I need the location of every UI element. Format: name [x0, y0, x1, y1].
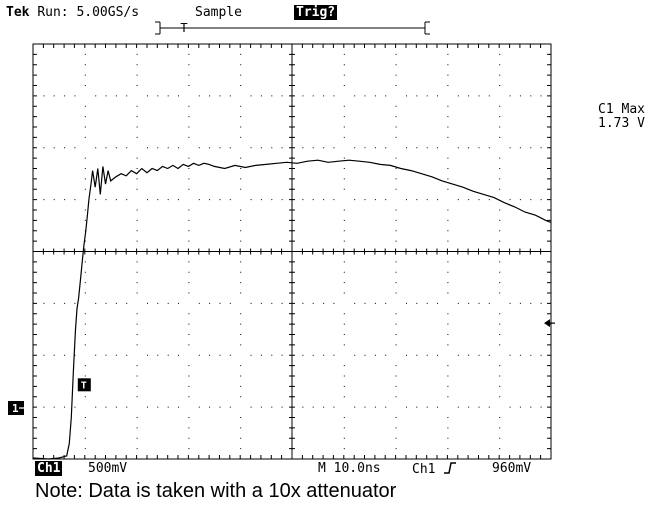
note-text: Note: Data is taken with a 10x attenuato… — [35, 480, 397, 502]
trigger-level-arrow-icon — [544, 319, 555, 328]
timebase-readout: M 10.0ns — [318, 461, 381, 476]
trigger-level-readout: 960mV — [492, 461, 532, 476]
record-position-bar: T — [155, 21, 430, 35]
trigger-status-badge: Trig? — [294, 5, 338, 20]
brand-label: Tek — [6, 5, 30, 20]
waveform-trace — [32, 159, 552, 460]
channel-ground-marker: 1 — [8, 401, 29, 415]
measurement-readout: C1 Max 1.73 V — [575, 103, 645, 131]
trigger-marker: T — [77, 378, 91, 392]
measurement-value: 1.73 V — [598, 116, 645, 131]
graticule — [32, 43, 552, 460]
vertical-scale: 500mV — [88, 461, 128, 476]
svg-text:T: T — [81, 380, 87, 391]
rising-edge-icon — [444, 462, 457, 474]
scope-title: Tek Run: 5.00GS/s — [6, 6, 139, 20]
measurement-label: C1 Max — [598, 102, 645, 117]
graticule-axes — [32, 43, 552, 460]
trigger-source-label: Ch1 — [412, 462, 436, 477]
acquisition-mode: Sample — [195, 5, 242, 20]
channel-badge: Ch1 — [35, 461, 63, 476]
acquisition-rate: Run: 5.00GS/s — [37, 5, 140, 20]
record-trigger-tick: T — [180, 21, 187, 35]
svg-text:1: 1 — [12, 402, 19, 415]
trigger-source: Ch1 — [412, 462, 457, 477]
